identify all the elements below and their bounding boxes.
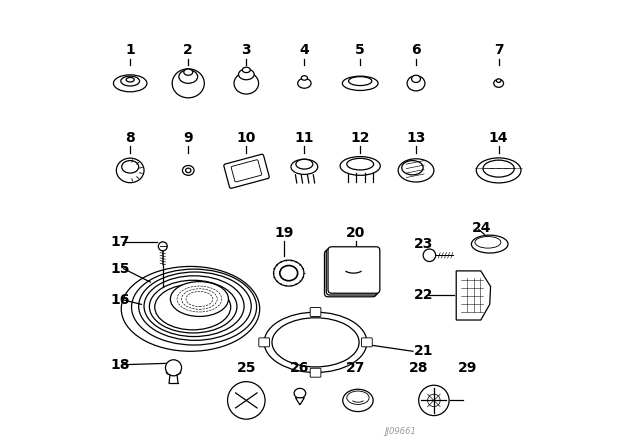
Ellipse shape [347, 158, 374, 170]
FancyBboxPatch shape [231, 160, 262, 182]
Text: 21: 21 [414, 344, 433, 358]
Text: 20: 20 [346, 226, 365, 240]
Text: 23: 23 [414, 237, 433, 251]
Text: 7: 7 [494, 43, 504, 57]
FancyBboxPatch shape [259, 338, 269, 347]
Ellipse shape [407, 76, 425, 91]
Text: 28: 28 [408, 361, 428, 375]
Circle shape [423, 249, 436, 262]
FancyBboxPatch shape [326, 249, 378, 295]
Ellipse shape [121, 76, 140, 86]
Ellipse shape [132, 269, 257, 345]
Ellipse shape [122, 160, 139, 173]
Ellipse shape [184, 69, 193, 75]
Circle shape [419, 385, 449, 416]
Text: 29: 29 [458, 361, 477, 375]
Text: 15: 15 [110, 262, 129, 276]
Text: 11: 11 [294, 130, 314, 145]
Ellipse shape [493, 79, 504, 87]
Ellipse shape [166, 370, 180, 375]
Ellipse shape [475, 237, 501, 248]
FancyBboxPatch shape [362, 338, 372, 347]
Ellipse shape [412, 75, 420, 82]
Ellipse shape [186, 168, 191, 172]
Ellipse shape [139, 272, 252, 340]
Ellipse shape [476, 158, 521, 183]
Ellipse shape [280, 266, 298, 281]
Ellipse shape [144, 276, 244, 336]
FancyBboxPatch shape [310, 368, 321, 377]
Text: 10: 10 [237, 130, 256, 145]
Ellipse shape [113, 75, 147, 92]
Ellipse shape [239, 69, 254, 80]
Ellipse shape [149, 280, 237, 333]
Text: 6: 6 [412, 43, 421, 57]
Ellipse shape [294, 388, 306, 398]
Ellipse shape [272, 318, 359, 367]
Circle shape [166, 360, 182, 376]
Text: 26: 26 [290, 361, 310, 375]
Text: JJ09661: JJ09661 [385, 427, 417, 436]
Text: 25: 25 [237, 361, 256, 375]
Text: 13: 13 [406, 130, 426, 145]
Circle shape [158, 242, 167, 251]
Ellipse shape [234, 73, 259, 94]
Ellipse shape [179, 70, 198, 83]
Ellipse shape [497, 79, 501, 82]
Text: 3: 3 [241, 43, 251, 57]
Text: 4: 4 [300, 43, 309, 57]
Ellipse shape [398, 159, 434, 182]
Text: 18: 18 [110, 358, 129, 372]
Text: 9: 9 [184, 130, 193, 145]
Text: 14: 14 [489, 130, 508, 145]
Ellipse shape [264, 312, 367, 372]
FancyBboxPatch shape [324, 250, 376, 297]
Ellipse shape [472, 235, 508, 253]
Text: 8: 8 [125, 130, 135, 145]
Ellipse shape [343, 389, 373, 412]
Ellipse shape [126, 78, 134, 82]
Text: 5: 5 [355, 43, 365, 57]
FancyBboxPatch shape [310, 307, 321, 316]
Text: 24: 24 [472, 221, 492, 236]
Text: 2: 2 [184, 43, 193, 57]
Text: 16: 16 [110, 293, 129, 307]
Ellipse shape [121, 267, 260, 351]
Polygon shape [296, 398, 305, 405]
Text: 19: 19 [275, 226, 294, 240]
Ellipse shape [291, 159, 318, 174]
Text: 12: 12 [351, 130, 370, 145]
FancyBboxPatch shape [328, 247, 380, 293]
Ellipse shape [402, 160, 423, 175]
Ellipse shape [172, 69, 204, 98]
Ellipse shape [170, 282, 228, 316]
Text: 17: 17 [110, 235, 129, 249]
Ellipse shape [182, 165, 194, 175]
Text: 22: 22 [414, 289, 433, 302]
FancyBboxPatch shape [224, 154, 269, 188]
Polygon shape [456, 271, 491, 320]
Ellipse shape [298, 78, 311, 88]
Text: 27: 27 [346, 361, 365, 375]
Ellipse shape [340, 156, 380, 175]
Ellipse shape [273, 260, 304, 286]
Ellipse shape [296, 159, 313, 169]
Ellipse shape [349, 77, 372, 86]
Ellipse shape [347, 391, 369, 405]
Ellipse shape [301, 76, 307, 80]
Ellipse shape [243, 67, 250, 73]
Ellipse shape [342, 76, 378, 90]
Ellipse shape [483, 160, 515, 177]
Circle shape [228, 382, 265, 419]
Ellipse shape [155, 284, 230, 330]
Ellipse shape [116, 158, 144, 183]
Text: 1: 1 [125, 43, 135, 57]
